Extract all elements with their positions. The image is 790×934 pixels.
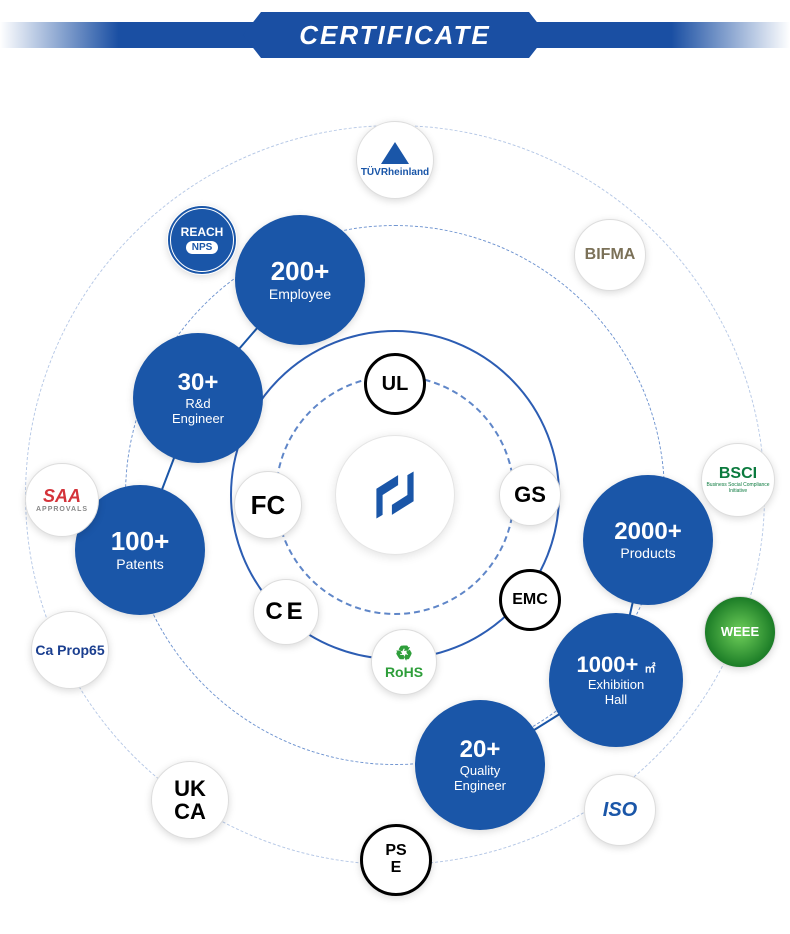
stat-bubble-quality: 20+Quality Engineer	[415, 700, 545, 830]
stat-label: Patents	[116, 557, 163, 572]
stat-bubble-products: 2000+ Products	[583, 475, 713, 605]
cert-tuv: TÜVRheinland	[356, 121, 434, 199]
certificate-header: CERTIFICATE	[0, 12, 790, 60]
cert-label: CE	[265, 598, 306, 626]
stat-bubble-employee: 200+ Employee	[235, 215, 365, 345]
cert-label: TÜVRheinland	[361, 168, 429, 179]
cert-sublabel: APPROVALS	[36, 506, 88, 513]
cert-emc: EMC	[499, 569, 561, 631]
cert-label: SAA	[43, 487, 81, 506]
stat-number: 20+	[460, 737, 501, 762]
cert-label: RoHS	[385, 664, 423, 680]
cert-label: Ca Prop65	[35, 643, 104, 658]
cert-sublabel: NPS	[186, 241, 219, 254]
stat-number: 2000+	[614, 519, 681, 544]
cert-label: ISO	[603, 800, 637, 821]
cert-pse: PS E	[360, 824, 432, 896]
cert-reach: REACH NPS	[167, 205, 237, 275]
stat-number: 30+	[178, 370, 219, 395]
cert-label: FC	[251, 490, 286, 521]
stat-label: Employee	[269, 287, 331, 302]
stat-bubble-exhibition: 1000+ ㎡Exhibition Hall	[549, 613, 683, 747]
stat-bubble-rnd: 30+R&d Engineer	[133, 333, 263, 463]
cert-ul: UL	[364, 353, 426, 415]
cert-label: PS E	[385, 843, 406, 877]
cert-label: WEEE	[721, 625, 759, 639]
cert-iso: ISO	[584, 774, 656, 846]
cert-gs: GS	[499, 464, 561, 526]
cert-label: GS	[514, 482, 546, 508]
header-title: CERTIFICATE	[261, 12, 528, 58]
cert-label: BIFMA	[585, 247, 636, 264]
cert-saa: SAAAPPROVALS	[25, 463, 99, 537]
cert-bsci: BSCIBusiness Social Compliance Initiativ…	[701, 443, 775, 517]
leaf-icon: ♻	[395, 644, 413, 664]
cert-ukca: UK CA	[151, 761, 229, 839]
cert-bifma: BIFMA	[574, 219, 646, 291]
stat-label: Quality Engineer	[454, 764, 506, 793]
cert-label: BSCI	[719, 466, 757, 483]
tuv-triangle-icon	[381, 142, 409, 164]
cert-ce: CE	[253, 579, 319, 645]
cert-fc: FC	[234, 471, 302, 539]
stat-label: R&d Engineer	[172, 397, 224, 426]
cert-label: UK CA	[174, 777, 206, 823]
stat-number: 1000+ ㎡	[577, 653, 656, 676]
stat-number: 100+	[111, 528, 170, 555]
stat-number: 200+	[271, 258, 330, 285]
cert-label: EMC	[512, 591, 548, 609]
cert-sublabel: Business Social Compliance Initiative	[702, 482, 774, 494]
cert-label: REACH	[181, 226, 224, 239]
cert-rohs: ♻RoHS	[371, 629, 437, 695]
cert-weee: WEEE	[704, 596, 776, 668]
header-title-wrap: CERTIFICATE	[0, 12, 790, 58]
stat-label: Products	[620, 546, 675, 561]
certificate-diagram: 200+ Employee 30+R&d Engineer 100+ Patents 20…	[0, 80, 790, 910]
stat-label: Exhibition Hall	[588, 678, 644, 707]
cert-prop65: Ca Prop65	[31, 611, 109, 689]
cert-label: UL	[382, 373, 409, 396]
